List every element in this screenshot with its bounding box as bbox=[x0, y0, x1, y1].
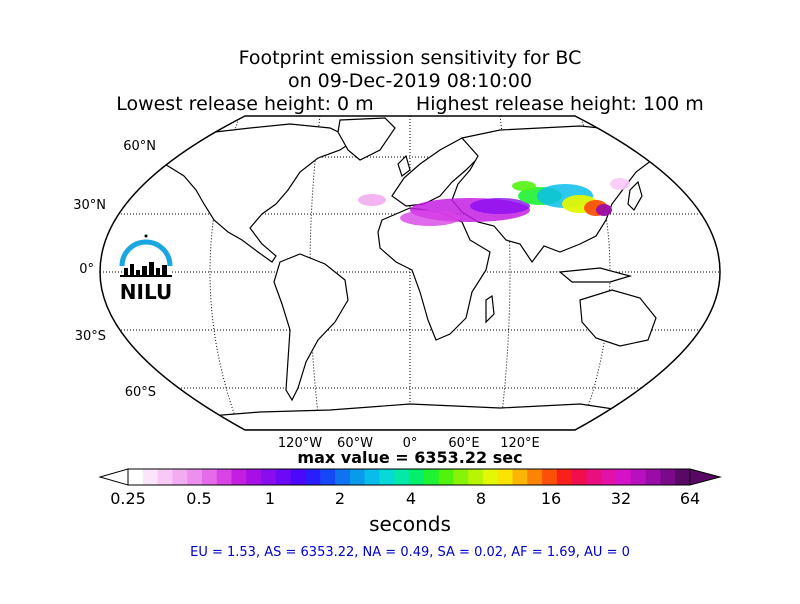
colorbar-swatch bbox=[231, 469, 247, 485]
map-content bbox=[100, 116, 720, 430]
colorbar-swatch bbox=[586, 469, 602, 485]
australia bbox=[579, 289, 657, 347]
title-line-3: Lowest release height: 0 m Highest relea… bbox=[116, 93, 704, 115]
continents bbox=[139, 117, 701, 430]
colorbar-swatch bbox=[275, 469, 292, 485]
lat-label-30n: 30°N bbox=[73, 198, 106, 213]
north-america bbox=[148, 123, 357, 263]
colorbar-swatch bbox=[660, 469, 676, 485]
colorbar-swatch bbox=[364, 469, 381, 485]
colorbar-swatch bbox=[497, 469, 514, 485]
colorbar-swatch bbox=[201, 469, 218, 485]
colorbar-tick: 4 bbox=[405, 489, 417, 508]
colorbar-swatch bbox=[556, 469, 573, 485]
antarctica bbox=[139, 403, 701, 430]
colorbar-swatch bbox=[630, 469, 647, 485]
colorbar-swatch bbox=[482, 469, 499, 485]
logo-arc bbox=[119, 239, 173, 267]
colorbar-tick: 32 bbox=[610, 489, 632, 508]
lat-label-0: 0° bbox=[79, 262, 94, 277]
colorbar-tick: 8 bbox=[475, 489, 487, 508]
footprint-plume bbox=[358, 178, 630, 226]
colorbar-tick: 16 bbox=[540, 489, 562, 508]
british-isles bbox=[397, 154, 411, 177]
colorbar-swatch bbox=[142, 469, 159, 485]
colorbar-swatch bbox=[675, 469, 691, 485]
colorbar-max-extension bbox=[689, 468, 722, 486]
lon-label-0: 0° bbox=[402, 436, 418, 451]
colorbar-swatch bbox=[290, 469, 307, 485]
colorbar-tick: 0.5 bbox=[186, 489, 212, 508]
southeast-asia-islands bbox=[558, 267, 633, 283]
max-value-label: max value = 6353.22 sec bbox=[297, 448, 523, 467]
colorbar-outline bbox=[127, 468, 691, 486]
colorbar-swatch bbox=[379, 469, 395, 485]
logo-text: NILU bbox=[120, 280, 172, 304]
colorbar-swatch bbox=[305, 469, 321, 485]
title-line-1: Footprint emission sensitivity for BC bbox=[238, 47, 582, 69]
globe-outline bbox=[99, 115, 721, 431]
colorbar bbox=[98, 468, 722, 486]
japan bbox=[627, 180, 643, 211]
colorbar-swatch bbox=[601, 469, 617, 485]
lon-label-120e: 120°E bbox=[500, 436, 540, 451]
lon-label-60w: 60°W bbox=[337, 436, 373, 451]
colorbar-swatch bbox=[216, 469, 233, 485]
lat-label-60n: 60°N bbox=[123, 139, 156, 154]
colorbar-tick: 0.25 bbox=[110, 489, 146, 508]
colorbar-swatch bbox=[246, 469, 262, 485]
colorbar-swatch bbox=[453, 469, 469, 485]
region-summary: EU = 1.53, AS = 6353.22, NA = 0.49, SA =… bbox=[190, 545, 630, 560]
colorbar-swatch bbox=[616, 469, 632, 485]
colorbar-min-extension bbox=[98, 468, 129, 486]
colorbar-swatch bbox=[261, 469, 277, 485]
madagascar bbox=[485, 294, 495, 324]
colorbar-swatch bbox=[128, 469, 144, 485]
africa bbox=[377, 207, 491, 341]
lon-label-120w: 120°W bbox=[277, 436, 323, 451]
colorbar-swatch bbox=[187, 469, 203, 485]
colorbar-swatch bbox=[512, 469, 528, 485]
colorbar-swatch bbox=[349, 469, 366, 485]
colorbar-swatch bbox=[320, 469, 336, 485]
colorbar-swatch bbox=[645, 469, 662, 485]
colorbar-tick: 64 bbox=[679, 489, 701, 508]
colorbar-swatch bbox=[468, 469, 484, 485]
colorbar-swatch bbox=[157, 469, 173, 485]
colorbar-swatch bbox=[438, 469, 454, 485]
lat-label-60s: 60°S bbox=[124, 385, 156, 400]
colorbar-tick: 2 bbox=[334, 489, 346, 508]
greenland bbox=[337, 117, 396, 161]
colorbar-tick: 1 bbox=[264, 489, 276, 508]
colorbar-swatch bbox=[172, 469, 188, 485]
title-line-2: on 09-Dec-2019 08:10:00 bbox=[287, 70, 533, 92]
colorbar-swatch bbox=[394, 469, 410, 485]
nilu-logo: NILU bbox=[119, 234, 173, 304]
colorbar-swatch bbox=[423, 469, 440, 485]
lat-label-30s: 30°S bbox=[74, 329, 106, 344]
colorbar-swatch bbox=[335, 469, 351, 485]
colorbar-swatch bbox=[571, 469, 588, 485]
colorbar-swatch bbox=[527, 469, 543, 485]
colorbar-swatch bbox=[409, 469, 425, 485]
colorbar-swatch bbox=[542, 469, 558, 485]
lon-label-60e: 60°E bbox=[448, 436, 480, 451]
south-america bbox=[273, 253, 349, 402]
colorbar-title: seconds bbox=[369, 512, 451, 536]
